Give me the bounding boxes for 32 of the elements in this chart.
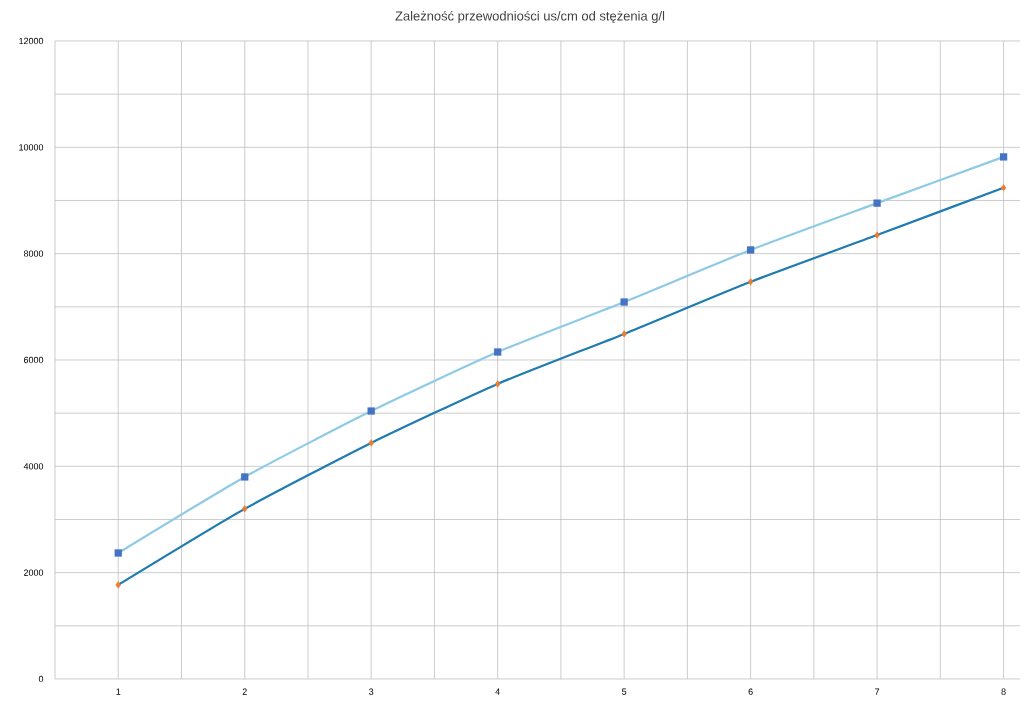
point [621,330,627,338]
point [368,439,374,447]
x-tick-label: 4 [495,688,500,695]
point [620,298,628,306]
point [367,407,375,415]
y-tick-label: 6000 [24,356,44,364]
x-tick-label: 7 [875,688,880,695]
point [114,549,122,557]
x-tick-label: 6 [748,688,753,695]
point [494,348,502,356]
x-tick-label: 3 [369,688,374,695]
y-tick-label: 10000 [19,144,44,151]
y-tick-label: 2000 [24,569,44,576]
point [241,473,249,481]
x-tick-label: 8 [1001,688,1006,695]
y-tick-label: 12000 [19,37,44,45]
point [874,231,880,239]
y-tick-label: 0 [38,675,44,683]
x-tick-label: 1 [116,688,121,695]
point [999,153,1008,161]
point [873,199,881,207]
x-tick-label: 2 [242,688,247,695]
point [1000,184,1007,192]
point [241,505,248,513]
point [115,581,121,589]
y-tick-label: 8000 [23,250,44,257]
point [747,278,754,286]
y-tick-label: 4000 [23,463,44,470]
x-tick-label: 5 [622,688,627,695]
point [746,246,755,254]
point [494,380,501,388]
chart-title: Zależność przewodniości us/cm od stężenia g/l [395,10,665,24]
